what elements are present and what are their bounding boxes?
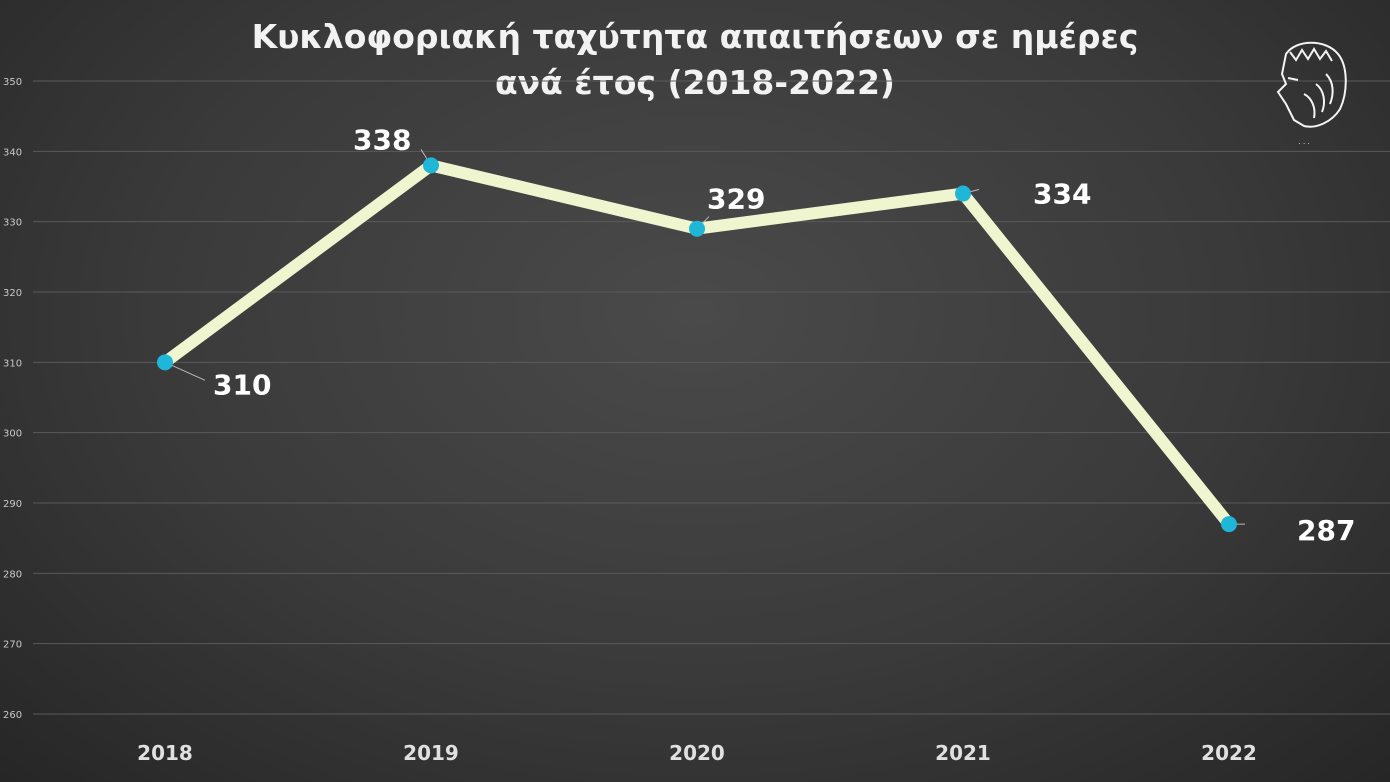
data-point [423,157,439,174]
x-tick-label: 2018 [137,741,193,765]
y-tick-label: 310 [3,358,22,369]
menandros-logo: · · · [1276,41,1347,148]
data-label: 310 [213,368,271,401]
y-tick-label: 300 [3,429,22,440]
data-label: 338 [353,123,411,156]
data-point [955,185,971,202]
y-tick-label: 330 [3,218,22,229]
data-point [689,220,705,237]
chart-title: Κυκλοφοριακή ταχύτητα απαιτήσεων σε ημέρ… [0,14,1390,106]
data-point [157,354,173,371]
y-tick-label: 280 [3,569,22,580]
x-tick-label: 2021 [935,741,991,765]
y-tick-label: 290 [3,499,22,510]
data-point [1221,516,1237,533]
series-line [161,158,1234,528]
x-tick-label: 2022 [1201,741,1257,765]
data-label: 287 [1297,514,1355,547]
y-tick-label: 270 [3,640,22,651]
y-tick-label: 260 [3,710,22,721]
y-tick-label: 340 [3,147,22,158]
svg-text:· · ·: · · · [1298,140,1309,148]
x-tick-label: 2019 [403,741,459,765]
x-tick-label: 2020 [669,741,725,765]
data-label: 329 [707,183,765,216]
chart-title-line-1: Κυκλοφοριακή ταχύτητα απαιτήσεων σε ημέρ… [251,17,1139,56]
y-tick-label: 350 [3,77,22,88]
y-tick-label: 320 [3,288,22,299]
data-label: 334 [1033,178,1091,211]
chart-title-line-2: ανά έτος (2018-2022) [494,63,895,102]
